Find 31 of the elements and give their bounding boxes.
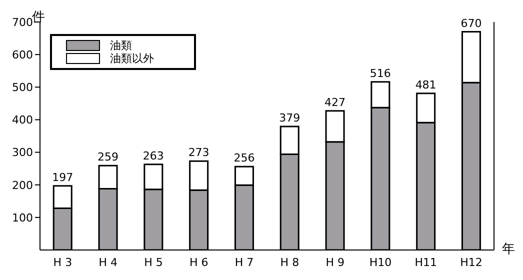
y-tick-label: 400	[12, 114, 33, 127]
y-tick-label: 100	[12, 211, 33, 224]
y-tick-label: 300	[12, 146, 33, 160]
y-tick-label: 600	[12, 48, 33, 62]
total-label: 670	[460, 16, 482, 30]
x-tick-label: H 5	[144, 256, 163, 269]
x-tick-label: H 3	[53, 256, 72, 269]
total-label: 379	[279, 112, 300, 125]
total-label: 273	[188, 146, 210, 160]
x-tick-label: H10	[369, 256, 392, 269]
total-label: 256	[234, 152, 255, 165]
total-label: 259	[98, 150, 119, 164]
x-tick-label: H 9	[326, 256, 344, 269]
legend-label: 油類	[110, 39, 132, 52]
total-label: 516	[370, 66, 391, 80]
x-tick-label: H 7	[234, 256, 254, 269]
y-axis-title: 件	[32, 9, 45, 25]
y-tick-label: 700	[12, 16, 33, 29]
total-label: 263	[142, 149, 164, 162]
legend-label: 油類以外	[110, 52, 154, 65]
y-tick-label: 500	[12, 81, 33, 94]
x-tick-label: H 8	[280, 256, 300, 269]
x-tick-label: H12	[460, 256, 482, 269]
total-label: 427	[324, 96, 346, 109]
x-tick-label: H 6	[190, 256, 208, 269]
total-label: 481	[415, 78, 436, 92]
total-label: 197	[52, 170, 74, 184]
x-tick-label: H11	[414, 256, 438, 269]
x-axis-title: 年	[502, 241, 515, 258]
x-tick-label: H 4	[98, 256, 118, 269]
y-tick-label: 200	[12, 178, 33, 192]
